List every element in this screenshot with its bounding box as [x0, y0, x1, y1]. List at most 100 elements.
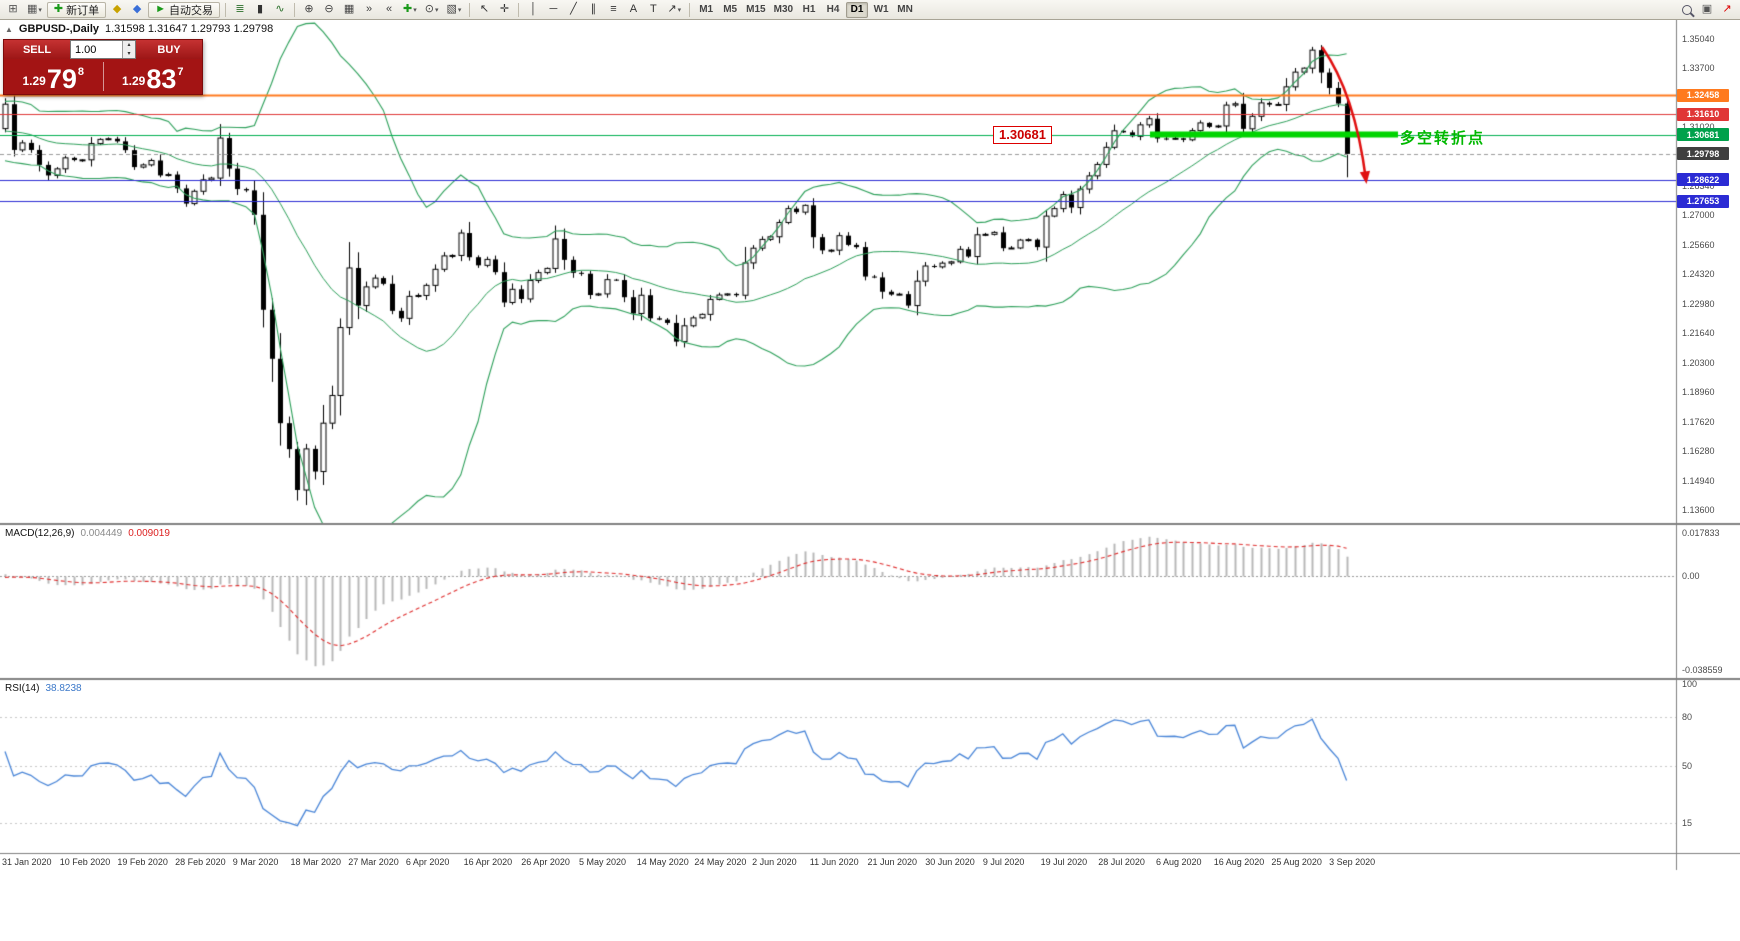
timeframe-h4[interactable]: H4 [822, 2, 844, 18]
chart-shift-icon[interactable]: « [380, 2, 398, 18]
zoom-in-icon[interactable]: ⊕ [300, 2, 318, 18]
timeframe-m5-label: M5 [723, 4, 738, 15]
market-watch-icon[interactable]: ◆ [108, 2, 126, 18]
macd-indicator-label: MACD(12,26,9) 0.004449 0.009019 [5, 528, 170, 539]
timeframe-d1-label: D1 [850, 4, 864, 15]
periods-icon[interactable]: ⊙ ▾ [422, 2, 442, 18]
trade-panel-divider [102, 62, 104, 91]
bar-chart-icon[interactable]: ≣ [231, 2, 249, 18]
volume-spin-down-icon[interactable]: ▾ [123, 49, 135, 58]
periods-icon-caret[interactable]: ▾ [434, 6, 439, 14]
trendline-icon[interactable]: ╱ [564, 2, 582, 18]
rsi-axis-tick: 50 [1682, 760, 1693, 771]
profiles-icon: ▦ [27, 3, 38, 15]
text-icon[interactable]: A [624, 2, 642, 18]
zoom-out-icon: ⊖ [324, 3, 334, 15]
time-axis-label: 6 Aug 2020 [1156, 857, 1202, 867]
navigator-icon: ◆ [132, 3, 142, 15]
candlestick-icon[interactable]: ▮ [251, 2, 269, 18]
sell-price[interactable]: 1.29 79 8 [4, 59, 103, 94]
buy-price[interactable]: 1.29 83 7 [104, 59, 203, 94]
profiles-icon-caret[interactable]: ▾ [38, 6, 42, 14]
arrows-icon-caret[interactable]: ▾ [677, 6, 682, 14]
fibonacci-icon[interactable]: ≡ [604, 2, 622, 18]
timeframe-w1[interactable]: W1 [870, 2, 892, 18]
indicators-icon-caret[interactable]: ▾ [413, 6, 417, 14]
toolbar-right-group: ▣ ↗ [1677, 2, 1737, 18]
time-axis-label: 25 Aug 2020 [1271, 857, 1322, 867]
label-icon: T [650, 3, 657, 15]
horizontal-line-icon[interactable]: ─ [544, 2, 562, 18]
channel-icon: ∥ [590, 3, 597, 15]
profiles-icon[interactable]: ▦ ▾ [24, 2, 45, 18]
sell-price-sup: 8 [77, 66, 85, 78]
time-axis-label: 21 Jun 2020 [867, 857, 918, 867]
macd-axis-tick: 0.017833 [1682, 528, 1720, 538]
cursor-icon: ↖ [479, 3, 490, 15]
time-axis-label: 14 May 2020 [636, 857, 689, 867]
timeframe-m15[interactable]: M15 [743, 2, 768, 18]
collapse-chart-icon[interactable]: ▲ [5, 24, 13, 34]
autotrading-button[interactable]: ► 自动交易 [148, 1, 221, 18]
search-icon [1682, 4, 1692, 15]
tile-windows-icon[interactable]: ▦ [340, 2, 358, 18]
volume-input[interactable] [71, 43, 117, 56]
turning-point-annotation[interactable]: 多空转折点 [1400, 130, 1486, 147]
timeframe-m5[interactable]: M5 [719, 2, 741, 18]
new-chart-icon[interactable]: ⊞ [4, 2, 22, 18]
bar-chart-icon: ≣ [235, 3, 245, 15]
price-callout-label[interactable]: 1.30681 [993, 126, 1052, 144]
zoom-out-icon[interactable]: ⊖ [320, 2, 338, 18]
rsi-name: RSI(14) [5, 683, 40, 694]
channel-icon[interactable]: ∥ [584, 2, 602, 18]
line-chart-icon[interactable]: ∿ [271, 2, 289, 18]
price-line-label: 1.27653 [1677, 194, 1729, 208]
crosshair-icon[interactable]: ✛ [495, 2, 513, 18]
price-axis-tick: 1.31020 [1682, 122, 1715, 132]
timeframe-d1[interactable]: D1 [846, 1, 869, 18]
buy-button[interactable]: BUY [136, 40, 202, 59]
tile-icon[interactable]: ▣ [1698, 2, 1716, 18]
toolbar: ⊞ ▦ ▾ ✚ 新订单 ◆ ◆ ► 自动交易 ≣ ▮ ∿ ⊕ ⊖ ▦» «✚ ▾ ⊙ ▾ ▧ ▾ ↖ ✛ │ ─ ╱ ∥ ≡ A T ↗ ▾ M… [0, 0, 1740, 20]
indicators-icon[interactable]: ✚ ▾ [400, 2, 420, 18]
vertical-line-icon: │ [529, 3, 537, 15]
chart-title-bar: ▲ GBPUSD-,Daily 1.31598 1.31647 1.29793 … [5, 23, 273, 35]
rsi-indicator-label: RSI(14) 38.8238 [5, 683, 82, 694]
auto-scroll-icon[interactable]: » [360, 2, 378, 18]
sell-button[interactable]: SELL [4, 40, 70, 59]
timeframe-m1[interactable]: M1 [695, 2, 717, 18]
volume-spin-up-icon[interactable]: ▴ [123, 41, 135, 50]
one-click-trading-panel: SELL ▴ ▾ BUY 1.29 79 8 1.29 [3, 39, 203, 95]
timeframe-m30[interactable]: M30 [771, 2, 796, 18]
templates-icon-caret[interactable]: ▾ [457, 6, 462, 14]
vertical-line-icon[interactable]: │ [524, 2, 542, 18]
chart-ohlc-values: 1.31598 1.31647 1.29793 1.29798 [105, 23, 274, 35]
label-icon[interactable]: T [644, 2, 662, 18]
trade-panel-price-row: 1.29 79 8 1.29 83 7 [4, 59, 202, 94]
timeframe-h1[interactable]: H1 [798, 2, 820, 18]
timeframe-h4-label: H4 [826, 4, 840, 15]
search-icon[interactable] [1678, 2, 1696, 18]
time-axis-label: 30 Jun 2020 [925, 857, 975, 867]
toolbar-separator [294, 2, 296, 17]
macd-signal-value: 0.009019 [128, 528, 170, 539]
timeframe-mn[interactable]: MN [894, 2, 916, 18]
timeframe-w1-label: W1 [873, 4, 889, 15]
price-axis-tick: 1.14940 [1682, 475, 1715, 486]
toolbar-separator [689, 2, 691, 17]
arrows-icon: ↗ [667, 3, 677, 15]
price-axis-tick: 1.22980 [1682, 298, 1715, 309]
navigator-icon[interactable]: ◆ [128, 2, 146, 18]
price-line-label: 1.31610 [1677, 107, 1729, 121]
new-order-button[interactable]: ✚ 新订单 [46, 1, 107, 18]
autotrading-icon: ► [155, 3, 167, 15]
horizontal-line-icon: ─ [549, 3, 558, 15]
time-axis-label: 2 Jun 2020 [752, 857, 797, 867]
toolbar-separator [469, 2, 471, 17]
arrows-icon[interactable]: ↗ ▾ [664, 2, 684, 18]
templates-icon[interactable]: ▧ ▾ [444, 2, 465, 18]
cursor-icon[interactable]: ↖ [475, 2, 493, 18]
chart-canvas[interactable] [0, 20, 1740, 941]
alert-arrow-icon[interactable]: ↗ [1718, 2, 1736, 18]
time-axis-label: 9 Jul 2020 [982, 857, 1025, 867]
